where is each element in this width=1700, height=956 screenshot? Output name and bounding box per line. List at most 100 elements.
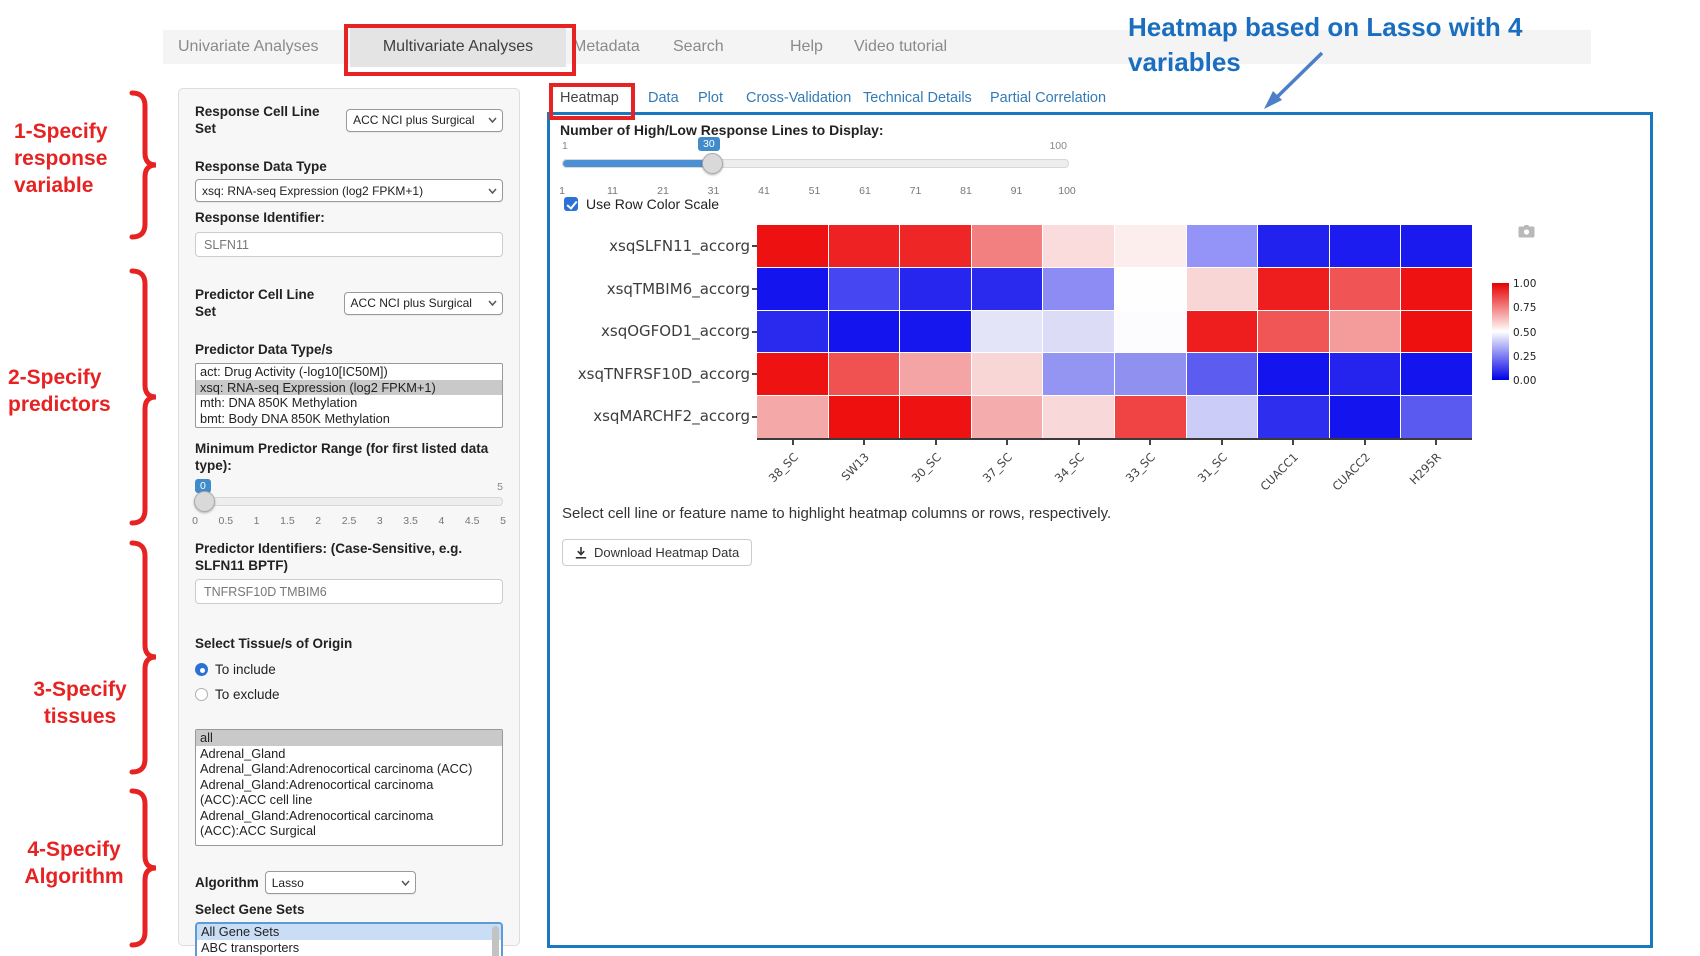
- list-option[interactable]: all: [196, 730, 502, 746]
- predictor-identifiers-input[interactable]: [195, 579, 503, 604]
- nav-item-video-tutorial[interactable]: Video tutorial: [854, 38, 948, 55]
- heatmap-cell[interactable]: [1258, 353, 1329, 396]
- heatmap-cell[interactable]: [757, 310, 828, 353]
- list-option[interactable]: All Gene Sets: [197, 924, 501, 940]
- heatmap-row-label[interactable]: xsqTNFRSF10D_accorg: [577, 364, 750, 383]
- heatmap-cell[interactable]: [1401, 225, 1472, 267]
- predictor-cell-line-set-select[interactable]: ACC NCI plus Surgical: [343, 291, 503, 315]
- list-option[interactable]: Adrenal_Gland: [200, 745, 286, 761]
- response-data-type-select[interactable]: xsq: RNA-seq Expression (log2 FPKM+1): [195, 179, 503, 202]
- nav-item-multivariate-analyses[interactable]: Multivariate Analyses: [350, 27, 566, 67]
- heatmap-cell[interactable]: [1114, 310, 1186, 353]
- heatmap-cell[interactable]: [1329, 396, 1401, 438]
- nav-item-metadata[interactable]: Metadata: [573, 38, 640, 55]
- heatmap-row-label[interactable]: xsqSLFN11_accorg: [609, 237, 750, 255]
- heatmap-cell[interactable]: [1258, 225, 1329, 267]
- list-option[interactable]: ABC transporters: [201, 939, 300, 955]
- heatmap-cell[interactable]: [828, 225, 900, 267]
- heatmap-cell[interactable]: [1401, 353, 1472, 396]
- tab-technical-details[interactable]: Technical Details: [863, 90, 972, 106]
- nav-item-search[interactable]: Search: [673, 38, 724, 55]
- heatmap-cell[interactable]: [1258, 267, 1329, 310]
- row-color-scale-checkbox[interactable]: [564, 197, 578, 211]
- heatmap-cell[interactable]: [1043, 396, 1114, 438]
- heatmap-cell[interactable]: [757, 225, 828, 267]
- tab-heatmap[interactable]: Heatmap: [560, 90, 619, 106]
- heatmap-cell[interactable]: [971, 396, 1043, 438]
- range-slider-handle[interactable]: [194, 491, 215, 512]
- tab-cross-validation[interactable]: Cross-Validation: [746, 90, 852, 106]
- heatmap-cell[interactable]: [900, 310, 971, 353]
- heatmap-cell[interactable]: [1114, 353, 1186, 396]
- heatmap-cell[interactable]: [1401, 310, 1472, 353]
- heatmap-cell[interactable]: [828, 353, 900, 396]
- heatmap-cell[interactable]: [828, 310, 900, 353]
- nav-item-help[interactable]: Help: [790, 38, 823, 55]
- response-identifier-input[interactable]: [195, 232, 503, 257]
- lines-slider[interactable]: [562, 153, 1069, 174]
- heatmap-cell[interactable]: [1043, 353, 1114, 396]
- heatmap-cell[interactable]: [1401, 267, 1472, 310]
- radio-to-exclude[interactable]: To exclude: [195, 686, 503, 704]
- heatmap-cell[interactable]: [971, 225, 1043, 267]
- heatmap-cell[interactable]: [1329, 225, 1401, 267]
- response-cell-line-set-select[interactable]: ACC NCI plus Surgical: [346, 108, 503, 132]
- heatmap-cell[interactable]: [1329, 353, 1401, 396]
- heatmap-cell[interactable]: [1329, 267, 1401, 310]
- list-option[interactable]: Adrenal_Gland:Adrenocortical carcinoma (…: [200, 761, 473, 776]
- heatmap-cell[interactable]: [900, 396, 971, 438]
- radio-unselected-icon[interactable]: [195, 688, 208, 701]
- list-option[interactable]: bmt: Body DNA 850K Methylation: [200, 410, 390, 426]
- heatmap-cell[interactable]: [971, 267, 1043, 310]
- tab-partial-correlation[interactable]: Partial Correlation: [990, 90, 1107, 106]
- list-option[interactable]: xsq: RNA-seq Expression (log2 FPKM+1): [196, 379, 502, 395]
- heatmap-row-label[interactable]: xsqTMBIM6_accorg: [606, 279, 750, 298]
- algorithm-select[interactable]: Lasso: [264, 871, 416, 894]
- tab-plot[interactable]: Plot: [698, 90, 723, 106]
- list-option[interactable]: act: Drug Activity (-log10[IC50M]): [200, 364, 388, 379]
- heatmap-cell[interactable]: [1114, 225, 1186, 267]
- slider-tick-label: 3.5: [403, 515, 418, 527]
- heatmap-cell[interactable]: [1258, 310, 1329, 353]
- heatmap-cell[interactable]: [757, 396, 828, 438]
- heatmap-cell[interactable]: [1401, 396, 1472, 438]
- heatmap-cell[interactable]: [1043, 225, 1114, 267]
- heatmap-cell[interactable]: [900, 353, 971, 396]
- heatmap-cell[interactable]: [900, 267, 971, 310]
- camera-download-plot-icon[interactable]: [1518, 225, 1535, 238]
- tab-data[interactable]: Data: [648, 90, 679, 106]
- scrollbar-thumb[interactable]: [492, 926, 499, 956]
- heatmap-cell[interactable]: [828, 267, 900, 310]
- list-option[interactable]: mth: DNA 850K Methylation: [200, 395, 358, 410]
- download-heatmap-data-button[interactable]: Download Heatmap Data: [562, 539, 753, 566]
- slider-tick-label: 100: [1058, 185, 1076, 197]
- heatmap-row-label[interactable]: xsqMARCHF2_accorg: [593, 407, 750, 426]
- nav-item-univariate-analyses[interactable]: Univariate Analyses: [178, 38, 319, 55]
- heatmap-cell[interactable]: [1186, 310, 1258, 353]
- min-predictor-range-slider[interactable]: [194, 491, 503, 512]
- heatmap-cell[interactable]: [1043, 267, 1114, 310]
- heatmap-cell[interactable]: [971, 353, 1043, 396]
- heatmap-row-label[interactable]: xsqOGFOD1_accorg: [601, 322, 750, 341]
- lines-slider-handle[interactable]: [702, 153, 723, 174]
- slider-tick-label: 71: [909, 185, 922, 197]
- heatmap-cell[interactable]: [1258, 396, 1329, 438]
- radio-selected-icon[interactable]: [195, 663, 208, 676]
- list-option[interactable]: Adrenal_Gland:Adrenocortical carcinoma (…: [200, 776, 434, 808]
- heatmap-cell[interactable]: [900, 225, 971, 267]
- heatmap-cell[interactable]: [1186, 267, 1258, 310]
- list-option[interactable]: Adrenal_Gland:Adrenocortical carcinoma (…: [200, 807, 434, 839]
- heatmap-cell[interactable]: [1114, 396, 1186, 438]
- heatmap-cell[interactable]: [757, 353, 828, 396]
- radio-to-include[interactable]: To include: [195, 661, 503, 679]
- heatmap-cell[interactable]: [1329, 310, 1401, 353]
- heatmap-cell[interactable]: [971, 310, 1043, 353]
- colorbar-tick-label: 1.00: [1513, 278, 1537, 290]
- heatmap-cell[interactable]: [1186, 225, 1258, 267]
- heatmap-cell[interactable]: [1186, 396, 1258, 438]
- heatmap-cell[interactable]: [1186, 353, 1258, 396]
- heatmap-cell[interactable]: [828, 396, 900, 438]
- heatmap-cell[interactable]: [757, 267, 828, 310]
- heatmap-cell[interactable]: [1043, 310, 1114, 353]
- heatmap-cell[interactable]: [1114, 267, 1186, 310]
